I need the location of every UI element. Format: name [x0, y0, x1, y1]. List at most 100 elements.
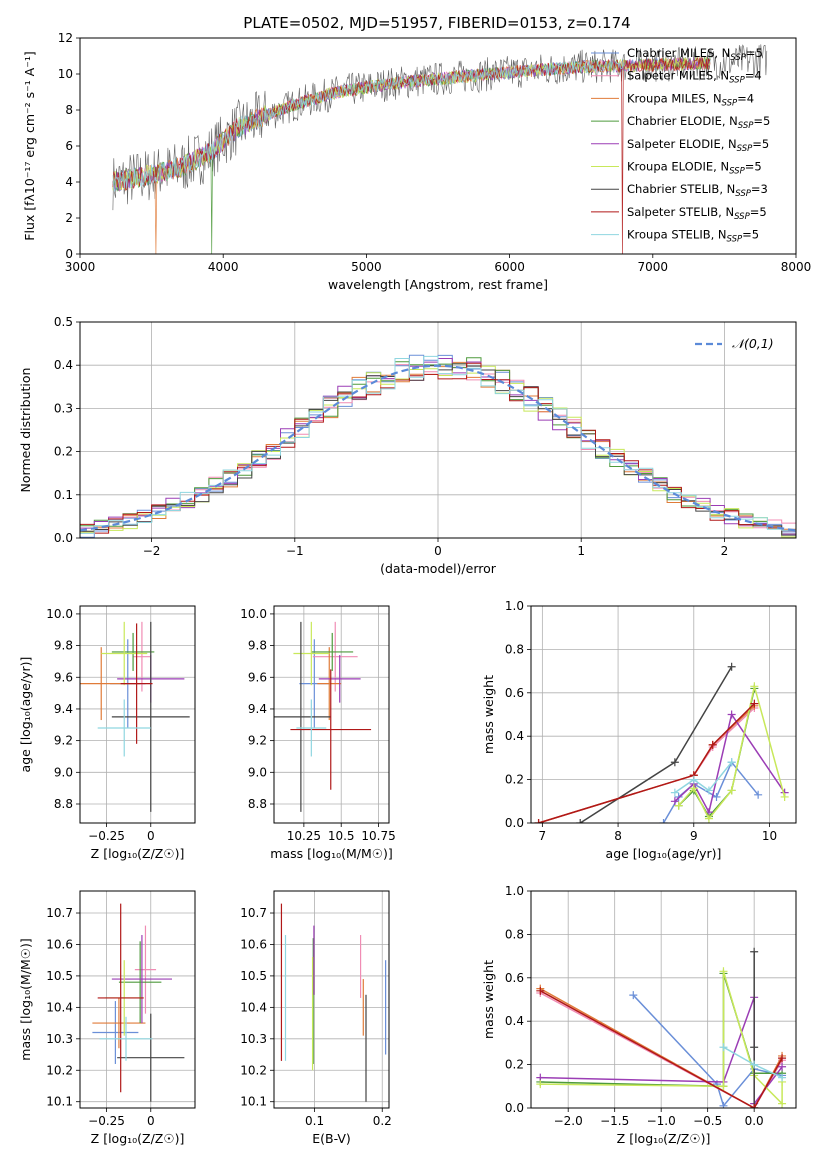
legend-count: =5 — [742, 228, 759, 242]
plot-area — [274, 621, 372, 812]
legend-count: =5 — [746, 46, 763, 60]
x-tick-label: 10.25 — [287, 829, 321, 843]
x-tick-label: 1 — [577, 544, 585, 558]
x-axis-label: Z [log₁₀(Z/Z☉)] — [91, 846, 185, 861]
normal-curve — [80, 364, 796, 532]
y-tick-label: 0.5 — [54, 315, 73, 329]
legend-count: =3 — [751, 182, 768, 196]
y-tick-label: 10.1 — [240, 1095, 267, 1109]
y-tick-label: 9.0 — [248, 765, 267, 779]
axes-frame — [79, 37, 797, 255]
weight-point — [780, 792, 789, 801]
weight-line — [538, 703, 755, 823]
y-tick-label: 0.6 — [505, 686, 524, 700]
axes-frame — [79, 321, 797, 539]
legend-entry: Kroupa STELIB, NSSP=5 — [627, 228, 759, 245]
y-axis-label: mass [log₁₀(M/M☉)] — [18, 938, 33, 1060]
y-tick-label: 0.4 — [505, 1014, 524, 1028]
figure-title: PLATE=0502, MJD=51957, FIBERID=0153, z=0… — [243, 14, 630, 32]
weight-point — [778, 1054, 787, 1063]
y-tick-label: 0 — [65, 247, 73, 261]
weight-point — [750, 1043, 759, 1052]
y-tick-label: 0.1 — [54, 488, 73, 502]
y-tick-label: 10.6 — [240, 937, 267, 951]
y-tick-label: 4 — [65, 175, 73, 189]
legend-subscript: SSP — [722, 98, 738, 108]
legend-subscript: SSP — [738, 121, 754, 131]
x-tick-label: 10.5 — [328, 829, 355, 843]
plot-area — [80, 354, 796, 538]
x-tick-label: 0 — [147, 1114, 155, 1128]
x-axis-label: Z [log₁₀(Z/Z☉)] — [617, 1131, 711, 1146]
y-tick-label: 9.4 — [248, 702, 267, 716]
panel-mass-vs-EBV: 0.1 0.2 10.1 10.2 10.3 10.4 10.5 10.6 10.7 E(B-V) — [240, 890, 392, 1146]
y-tick-label: 10.2 — [240, 1063, 267, 1077]
weight-point — [536, 1080, 545, 1089]
y-axis-label: mass weight — [481, 675, 496, 754]
x-tick-label: 0.1 — [305, 1114, 324, 1128]
x-tick-label: 8 — [614, 829, 622, 843]
legend-count: =4 — [737, 91, 754, 105]
weight-point — [704, 786, 713, 795]
y-tick-label: 6 — [65, 139, 73, 153]
y-tick-label: 9.0 — [54, 765, 73, 779]
weight-point — [719, 1101, 728, 1108]
y-tick-label: 1.0 — [505, 884, 524, 898]
panel-age-vs-mass: 10.25 10.5 10.75 8.8 9.0 9.2 9.4 9.6 9.8 10.0 mass… — [240, 605, 396, 861]
legend-entry: Salpeter ELODIE, NSSP=5 — [627, 137, 769, 154]
y-tick-label: 9.8 — [248, 639, 267, 653]
axes-frame — [79, 890, 196, 1109]
y-axis-label: Flux [fλ10⁻¹⁷ erg cm⁻² s⁻¹ A⁻¹] — [22, 51, 37, 240]
x-tick-label: 10.75 — [361, 829, 395, 843]
x-tick-label: 7 — [539, 829, 547, 843]
legend-count: =5 — [752, 137, 769, 151]
y-tick-label: 0.6 — [505, 971, 524, 985]
x-tick-label: 0.2 — [373, 1114, 392, 1128]
y-tick-label: 10.1 — [46, 1095, 73, 1109]
weight-point — [534, 819, 543, 823]
y-tick-label: 0.0 — [54, 531, 73, 545]
x-tick-label: 6000 — [494, 260, 525, 274]
weight-point — [750, 1060, 759, 1069]
weight-point — [727, 710, 736, 719]
y-tick-label: 10.6 — [46, 937, 73, 951]
weight-point — [536, 986, 545, 995]
y-tick-label: 8 — [65, 103, 73, 117]
x-axis-label: Z [log₁₀(Z/Z☉)] — [91, 1131, 185, 1146]
y-tick-label: 0.4 — [54, 358, 73, 372]
y-tick-label: 10 — [58, 67, 73, 81]
weight-point — [576, 819, 585, 823]
panel-residuals: −2 −1 0 1 2 0.0 0.1 0.2 0.3 0.4 0.5 (data-model)/er… — [18, 315, 797, 576]
weight-point — [727, 662, 736, 671]
y-tick-label: 0.0 — [505, 1101, 524, 1115]
weight-point — [670, 758, 679, 767]
weight-point — [719, 967, 728, 976]
x-axis-label: mass [log₁₀(M/M☉)] — [270, 846, 392, 861]
y-tick-label: 9.4 — [54, 702, 73, 716]
legend-count: =5 — [750, 205, 767, 219]
y-axis-label: Normed distribution — [18, 368, 33, 493]
weight-line — [678, 686, 786, 821]
legend-subscript: SSP — [729, 76, 745, 86]
y-tick-label: 0.8 — [505, 642, 524, 656]
y-tick-label: 0.2 — [505, 773, 524, 787]
legend-entry: Chabrier MILES, NSSP=5 — [627, 46, 763, 63]
weight-point — [750, 699, 759, 708]
x-axis-label: age [log₁₀(age/yr)] — [606, 846, 722, 861]
legend-subscript: SSP — [730, 53, 746, 63]
x-tick-label: 7000 — [638, 260, 669, 274]
axes-frame — [273, 890, 390, 1109]
plot-area — [80, 621, 190, 812]
legend-subscript: SSP — [735, 189, 751, 199]
panel-spectrum: 3000 4000 5000 6000 7000 8000 0 2 4 6 8 10 12 wavelen… — [22, 31, 811, 292]
axes-frame — [79, 605, 196, 824]
legend-subscript: SSP — [727, 235, 743, 245]
legend-subscript: SSP — [737, 144, 753, 154]
weight-point — [778, 1062, 787, 1071]
x-tick-label: −2 — [143, 544, 161, 558]
y-axis-label: age [log₁₀(age/yr)] — [18, 657, 33, 773]
panel-weights-vs-age: 7 8 9 10 0.0 0.2 0.4 0.6 0.8 1.0 age [log₁₀(age/yr… — [481, 599, 797, 861]
legend-entry: Chabrier STELIB, NSSP=3 — [627, 182, 768, 199]
panel-mass-vs-Z: −0.25 0 10.1 10.2 10.3 10.4 10.5 10.6 10.7 Z [log… — [18, 890, 196, 1146]
